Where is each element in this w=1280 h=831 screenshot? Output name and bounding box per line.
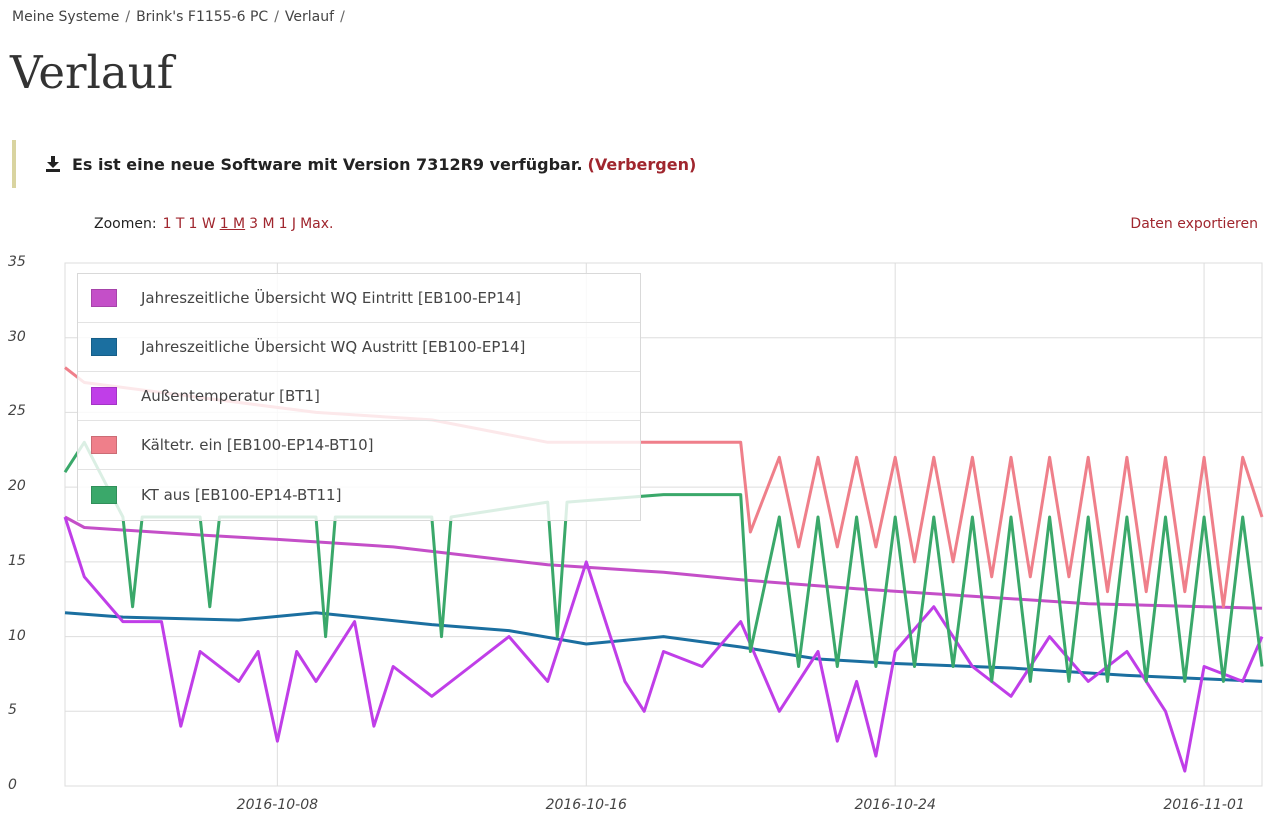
zoom-option-1j[interactable]: 1 J bbox=[278, 216, 297, 232]
legend-swatch bbox=[91, 338, 117, 356]
chart-legend: Jahreszeitliche Übersicht WQ Eintritt [E… bbox=[77, 273, 641, 521]
series-line-1 bbox=[64, 611, 1263, 683]
x-tick-label: 2016-10-16 bbox=[545, 797, 627, 813]
software-update-notice: Es ist eine neue Software mit Version 73… bbox=[12, 140, 912, 188]
y-tick-label: 20 bbox=[8, 478, 26, 495]
legend-label: Außentemperatur [BT1] bbox=[141, 387, 320, 405]
series-line-2 bbox=[63, 516, 1264, 773]
breadcrumb-separator: / bbox=[125, 9, 131, 25]
zoom-option-1w[interactable]: 1 W bbox=[188, 216, 216, 232]
legend-label: KT aus [EB100-EP14-BT11] bbox=[141, 486, 342, 504]
y-tick-label: 15 bbox=[8, 552, 26, 569]
breadcrumb-item-systems[interactable]: Meine Systeme bbox=[12, 9, 120, 25]
zoom-option-max[interactable]: Max. bbox=[300, 216, 334, 232]
y-tick-label: 35 bbox=[8, 254, 26, 270]
legend-label: Jahreszeitliche Übersicht WQ Austritt [E… bbox=[141, 338, 526, 356]
y-tick-label: 5 bbox=[8, 702, 17, 719]
zoom-label: Zoomen: bbox=[94, 216, 157, 232]
breadcrumb-separator: / bbox=[274, 9, 279, 25]
series-line-0 bbox=[64, 515, 1263, 610]
notice-message: Es ist eine neue Software mit Version 73… bbox=[72, 154, 583, 174]
legend-item[interactable]: Jahreszeitliche Übersicht WQ Austritt [E… bbox=[78, 323, 640, 372]
export-data-link[interactable]: Daten exportieren bbox=[1130, 216, 1258, 232]
breadcrumb-item-device[interactable]: Brink's F1155-6 PC bbox=[136, 9, 269, 25]
zoom-bar: Zoomen: 1 T 1 W 1 M 3 M 1 J Max. bbox=[94, 216, 337, 232]
legend-swatch bbox=[91, 387, 117, 405]
zoom-option-1t[interactable]: 1 T bbox=[162, 216, 185, 232]
zoom-option-1m[interactable]: 1 M bbox=[219, 216, 246, 232]
x-tick-label: 2016-10-24 bbox=[854, 797, 936, 813]
download-icon bbox=[46, 156, 60, 172]
legend-item[interactable]: Kältetr. ein [EB100-EP14-BT10] bbox=[78, 421, 640, 470]
legend-swatch bbox=[91, 486, 117, 504]
zoom-option-3m[interactable]: 3 M bbox=[249, 216, 275, 232]
x-tick-label: 2016-10-08 bbox=[236, 797, 319, 813]
y-tick-label: 30 bbox=[8, 328, 26, 345]
y-tick-label: 10 bbox=[8, 627, 26, 644]
legend-item[interactable]: Jahreszeitliche Übersicht WQ Eintritt [E… bbox=[78, 274, 640, 323]
breadcrumb-separator: / bbox=[340, 9, 345, 25]
legend-swatch bbox=[91, 289, 117, 307]
legend-label: Kältetr. ein [EB100-EP14-BT10] bbox=[141, 436, 374, 454]
y-tick-label: 0 bbox=[8, 777, 17, 793]
legend-label: Jahreszeitliche Übersicht WQ Eintritt [E… bbox=[141, 289, 521, 307]
breadcrumb-item-history[interactable]: Verlauf bbox=[284, 9, 335, 25]
legend-item[interactable]: KT aus [EB100-EP14-BT11] bbox=[78, 470, 640, 520]
breadcrumb: Meine Systeme / Brink's F1155-6 PC / Verlauf… bbox=[12, 9, 351, 25]
legend-item[interactable]: Außentemperatur [BT1] bbox=[78, 372, 640, 421]
x-tick-label: 2016-11-01 bbox=[1163, 797, 1245, 813]
legend-swatch bbox=[91, 436, 117, 454]
plot-area bbox=[64, 262, 1263, 787]
page-title: Verlauf bbox=[10, 46, 174, 99]
y-tick-label: 25 bbox=[8, 403, 26, 420]
hide-notice-link[interactable]: (Verbergen) bbox=[587, 154, 697, 174]
